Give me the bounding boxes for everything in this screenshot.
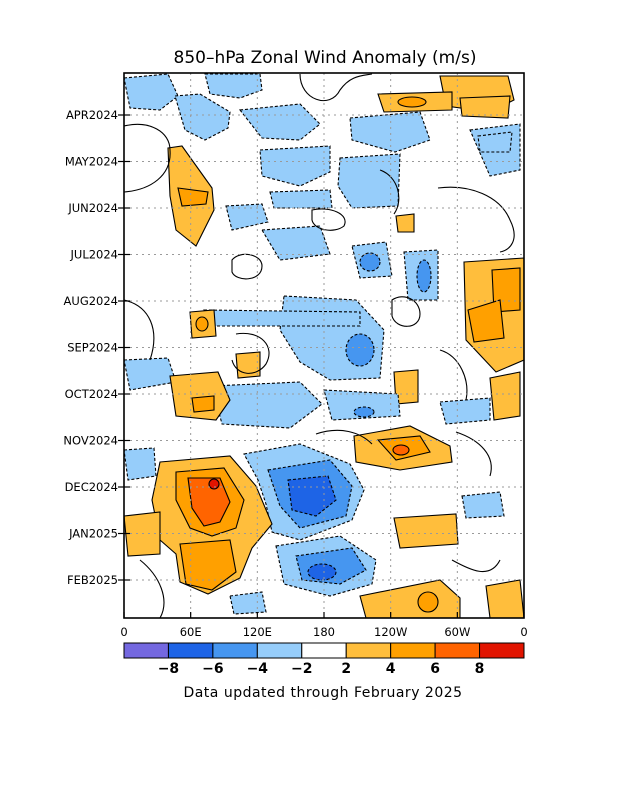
y-tick-label: JUL2024 [70,248,118,262]
colorbar-swatch [390,642,436,659]
colorbar-level-label: −6 [202,661,223,677]
westerly-core-strong [187,477,231,527]
zero-contour [379,169,400,215]
zero-contour [139,559,165,618]
y-axis: APR2024 MAY2024 JUN2024 JUL2024 AUG2024 SEP20… [63,108,130,587]
colorbar-level-label: 6 [430,661,440,677]
zero-contour [315,429,373,445]
x-axis: 0 60E 120E 180 120W 60W 0 [120,612,528,639]
zero-contour [391,296,421,327]
colorbar: −8 −6 −4 −2 2 4 6 8 [123,642,525,677]
westerly-region [459,95,511,119]
easterly-region [124,447,157,481]
chart-title: 850–hPa Zonal Wind Anomaly (m/s) [174,48,477,68]
colorbar-level-label: −2 [291,661,312,677]
zero-contour [455,431,492,477]
colorbar-swatch [301,642,347,659]
zero-contour [124,123,171,193]
y-tick-label: AUG2024 [64,294,118,308]
y-tick-label: SEP2024 [67,341,118,355]
colorbar-level-label: 4 [386,661,396,677]
colorbar-level-label: −4 [247,661,269,677]
westerly-core [397,96,427,108]
colorbar-swatches [123,642,525,659]
colorbar-swatch [345,642,392,659]
anomaly-fields [124,73,524,618]
y-tick-label: NOV2024 [63,434,118,448]
westerly-core [179,539,237,591]
easterly-region [461,491,505,519]
colorbar-swatch [167,642,214,659]
x-tick-label: 0 [520,625,527,639]
plot-area [123,72,525,619]
x-tick-label: 60W [444,625,470,639]
x-tick-label: 120E [243,625,272,639]
y-tick-label: FEB2025 [67,573,118,587]
easterly-region [259,145,331,187]
zero-contour [437,186,515,253]
colorbar-swatch [123,642,169,659]
colorbar-swatch [256,642,303,659]
zero-contour [231,332,270,374]
x-tick-label: 60E [180,625,202,639]
easterly-region [238,103,321,141]
colorbar-swatch [434,642,481,659]
zero-contour [299,73,373,102]
easterly-core-strong [307,563,337,581]
westerly-core [191,395,215,413]
colorbar-level-label: 2 [341,661,351,677]
easterly-region [477,131,513,153]
westerly-core [467,299,505,343]
easterly-core [359,252,381,272]
y-tick-label: DEC2024 [65,480,118,494]
y-tick-label: APR2024 [66,108,118,122]
easterly-core [353,406,375,418]
westerly-core [195,316,209,332]
westerly-core-max [208,478,220,490]
easterly-region [337,153,401,209]
colorbar-swatch [212,642,258,659]
zero-contour [451,559,501,573]
y-tick-label: OCT2024 [65,387,118,401]
westerly-core-strong [392,444,410,456]
easterly-region [203,309,361,327]
y-tick-label: JUN2024 [67,201,118,215]
easterly-region [204,73,263,99]
easterly-region [124,357,177,391]
colorbar-labels: −8 −6 −4 −2 2 4 6 8 [158,661,485,677]
x-tick-label: 180 [313,625,335,639]
easterly-region [323,389,401,421]
grid-lines [124,73,524,618]
westerly-region [489,371,521,421]
colorbar-level-label: 8 [475,661,485,677]
westerly-region [395,213,415,233]
easterly-region [174,93,231,141]
westerly-region [169,371,231,421]
westerly-region [235,351,261,379]
easterly-region [124,73,179,111]
westerly-core [177,187,209,207]
x-tick-label: 120W [374,625,407,639]
easterly-region [349,111,431,153]
westerly-region [393,513,459,549]
easterly-core [345,333,375,367]
x-tick-label: 0 [120,625,127,639]
easterly-region [269,189,333,209]
colorbar-swatch [479,642,525,659]
easterly-core [416,259,432,293]
westerly-core [417,591,439,613]
westerly-region [485,579,524,618]
zero-contour [231,253,263,280]
easterly-region [229,591,267,615]
data-updated-note: Data updated through February 2025 [183,685,462,701]
easterly-region [439,397,491,425]
colorbar-level-label: −8 [158,661,179,677]
zero-contour [124,299,155,361]
y-tick-label: MAY2024 [65,155,118,169]
y-tick-label: JAN2025 [68,527,118,541]
zero-contour [311,208,346,231]
